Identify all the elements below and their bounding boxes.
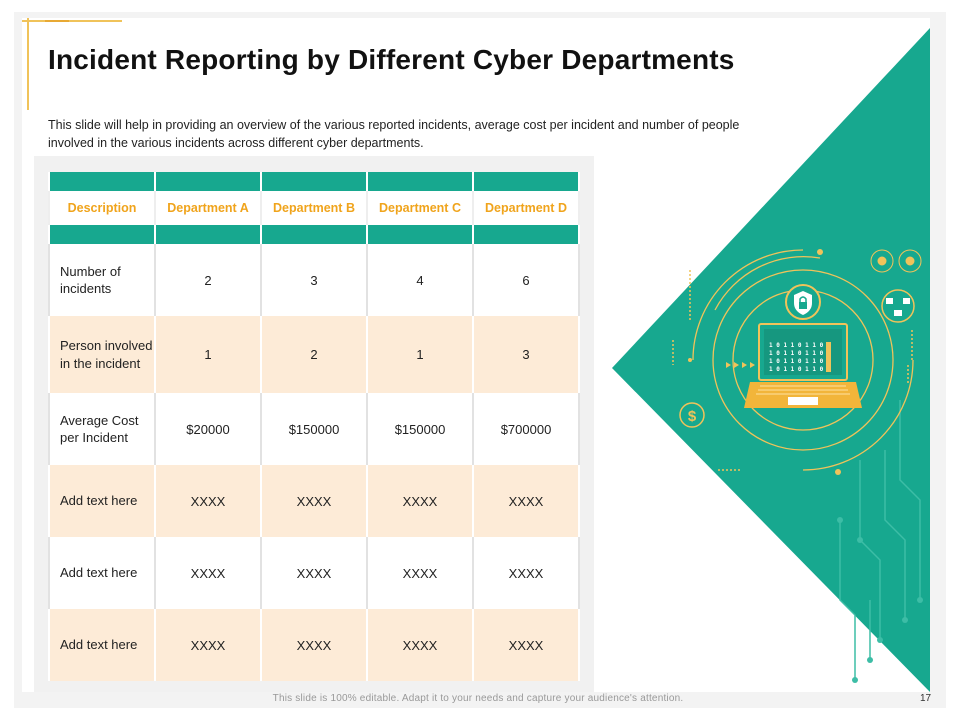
table-cell: XXXX (472, 609, 580, 681)
slide-subtitle: This slide will help in providing an ove… (48, 118, 740, 150)
row-label: Number of incidents (48, 244, 156, 316)
corner-accent-highlight (45, 20, 69, 22)
svg-text:1 0 1 1 0 1 1 0 1: 1 0 1 1 0 1 1 0 1 (769, 366, 831, 373)
table-cell: 2 (260, 316, 368, 393)
table-cell: 2 (154, 244, 262, 316)
table-cell: 3 (260, 244, 368, 316)
table-cell: XXXX (366, 537, 474, 609)
row-label: Add text here (48, 609, 156, 681)
svg-text:1 0 1 1 0 1 1 0 1: 1 0 1 1 0 1 1 0 1 (769, 350, 831, 357)
table-row: Number of incidents 2 3 4 6 (48, 244, 580, 316)
table-cell: XXXX (154, 465, 262, 537)
header-department-b: Department B (260, 191, 368, 225)
table-row: Add text here XXXX XXXX XXXX XXXX (48, 537, 580, 609)
table-header-row: Description Department A Department B De… (48, 191, 580, 225)
gear-icon (870, 249, 922, 273)
table-cell: XXXX (154, 537, 262, 609)
network-users-icon (881, 289, 915, 323)
row-label: Person involved in the incident (48, 316, 156, 393)
table-cell: XXXX (472, 537, 580, 609)
table-row: Add text here XXXX XXXX XXXX XXXX (48, 609, 580, 681)
circuit-nodes (837, 517, 923, 683)
table-cell: XXXX (260, 465, 368, 537)
corner-accent-vertical (27, 18, 29, 110)
table-cell: XXXX (366, 609, 474, 681)
row-label: Average Cost per Incident (48, 393, 156, 465)
table-cell: XXXX (472, 465, 580, 537)
table-row: Add text here XXXX XXXX XXXX XXXX (48, 465, 580, 537)
table-cell: XXXX (366, 465, 474, 537)
corner-accent-horizontal (22, 20, 122, 22)
binary-code: 1 0 1 1 0 1 1 0 1 1 0 1 1 0 1 1 0 1 1 0 … (769, 342, 831, 373)
table-row: Average Cost per Incident $20000 $150000… (48, 393, 580, 465)
circuit-traces (839, 400, 921, 680)
table-row: Person involved in the incident 1 2 1 3 (48, 316, 580, 393)
table-cell: $20000 (154, 393, 262, 465)
slide-title: Incident Reporting by Different Cyber De… (48, 44, 735, 75)
header-department-d: Department D (472, 191, 580, 225)
table-cell: XXXX (154, 609, 262, 681)
header-description: Description (48, 191, 156, 225)
page-number: 17 (920, 693, 932, 704)
table-cell: $150000 (260, 393, 368, 465)
table-band-top (48, 172, 580, 191)
dotted-lines (672, 270, 913, 471)
table-cell: 4 (366, 244, 474, 316)
svg-text:1 0 1 1 0 1 1 0 1: 1 0 1 1 0 1 1 0 1 (769, 342, 831, 349)
table-band-bottom (48, 225, 580, 244)
header-department-a: Department A (154, 191, 262, 225)
table-cell: 6 (472, 244, 580, 316)
table-cell: 3 (472, 316, 580, 393)
table-cell: $700000 (472, 393, 580, 465)
table-cell: $150000 (366, 393, 474, 465)
dollar-icon: $ (679, 402, 705, 428)
scroll-bar-decor (826, 342, 831, 372)
incident-table: Description Department A Department B De… (48, 172, 580, 681)
arrow-dots (726, 362, 755, 368)
table-cell: XXXX (260, 537, 368, 609)
shield-lock-icon (785, 284, 821, 320)
table-cell: 1 (154, 316, 262, 393)
header-department-c: Department C (366, 191, 474, 225)
slide-footer: This slide is 100% editable. Adapt it to… (272, 693, 684, 704)
row-label: Add text here (48, 465, 156, 537)
svg-text:$: $ (688, 408, 697, 425)
row-label: Add text here (48, 537, 156, 609)
table-cell: XXXX (260, 609, 368, 681)
ring-dots (688, 249, 841, 475)
svg-text:1 0 1 1 0 1 1 0 1: 1 0 1 1 0 1 1 0 1 (769, 358, 831, 365)
table-cell: 1 (366, 316, 474, 393)
